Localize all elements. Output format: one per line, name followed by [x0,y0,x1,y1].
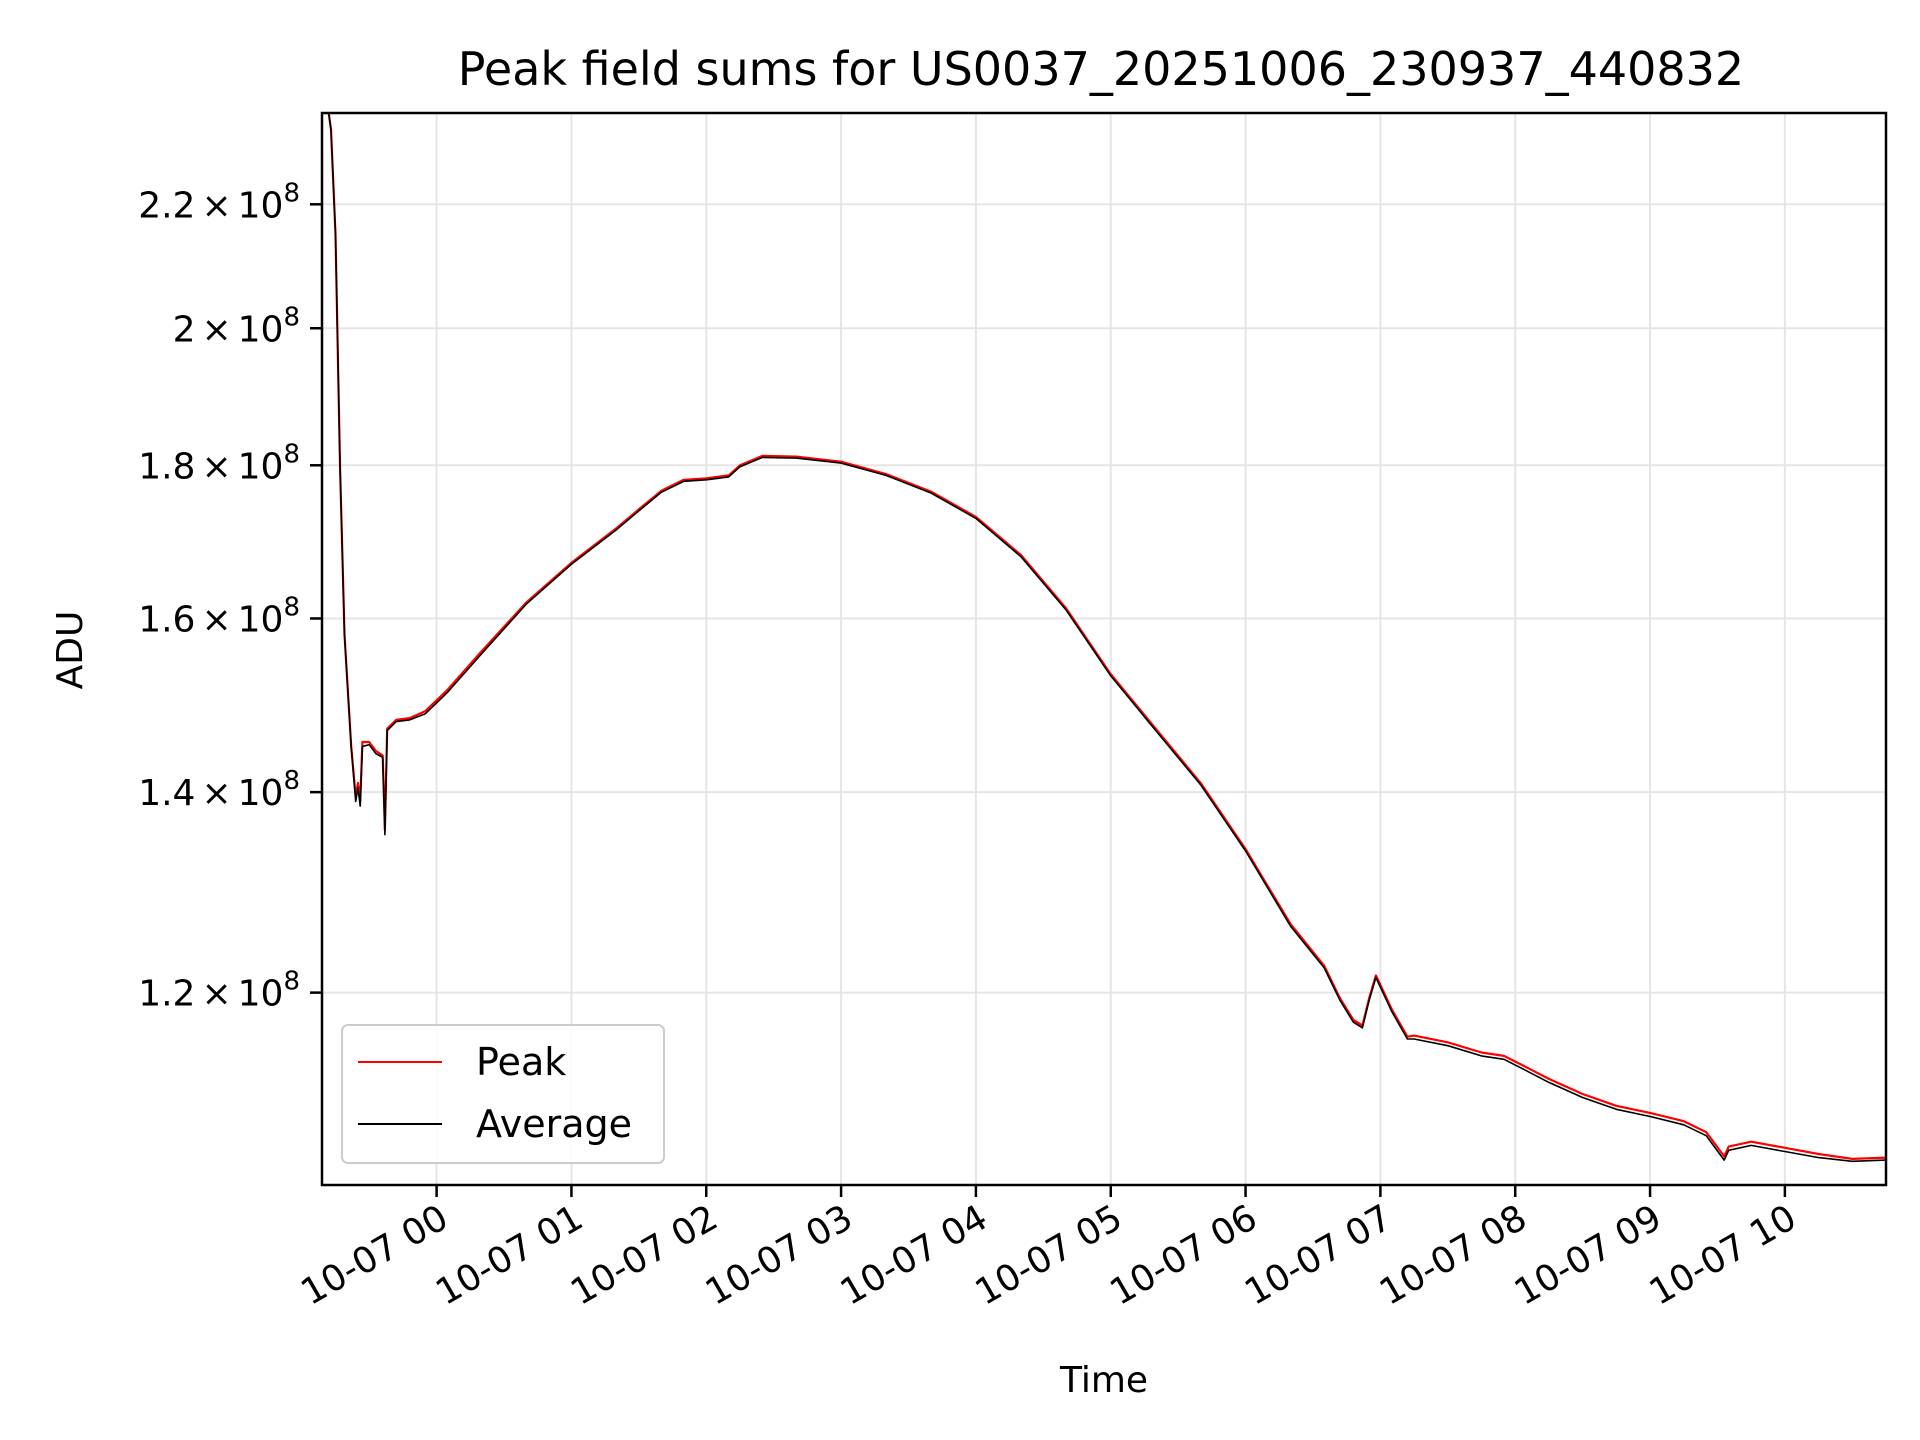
y-tick-label: 1.2 × 108 [138,967,300,1015]
grid-layer [322,113,1886,1185]
y-tick-times: × [201,446,231,487]
y-tick-times: × [201,773,231,814]
y-tick-mantissa: 1.4 [138,773,195,814]
y-axis-label: ADU [50,611,91,690]
legend-label-peak: Peak [476,1040,566,1084]
y-tick-base: 10 [238,446,284,487]
y-tick-exponent: 8 [283,592,300,622]
y-tick-base: 10 [238,974,284,1015]
series-line-average [322,113,1886,1163]
y-tick-base: 10 [238,309,284,350]
y-tick-times: × [201,185,231,226]
y-tick-base: 10 [238,773,284,814]
y-tick-times: × [201,599,231,640]
y-tick-base: 10 [238,185,284,226]
y-tick-exponent: 8 [283,967,300,997]
y-tick-base: 10 [238,599,284,640]
y-tick-mantissa: 1.8 [138,446,195,487]
x-axis-label: Time [1059,1360,1148,1401]
y-tick-times: × [201,974,231,1015]
legend: Peak Average [341,1024,665,1164]
y-tick-label: 2.2 × 108 [138,178,300,226]
y-tick-times: × [201,309,231,350]
y-tick-exponent: 8 [283,766,300,796]
y-tick-exponent: 8 [283,439,300,469]
y-tick-exponent: 8 [283,178,300,208]
legend-box [341,1024,665,1164]
y-tick-mantissa: 1.6 [138,599,195,640]
y-tick-mantissa: 1.2 [138,974,195,1015]
series-layer [322,113,1886,1163]
y-tick-mantissa: 2.2 [138,185,195,226]
y-tick-label: 1.8 × 108 [138,439,300,487]
chart-title: Peak field sums for US0037_20251006_2309… [458,42,1744,96]
y-tick-mantissa: 2 [173,309,196,350]
y-tick-exponent: 8 [283,302,300,332]
y-tick-label: 1.4 × 108 [138,766,300,814]
y-tick-label: 1.6 × 108 [138,592,300,640]
plot-area-frame [320,111,1888,1187]
legend-label-average: Average [476,1102,632,1146]
y-tick-label: 2 × 108 [173,302,300,350]
